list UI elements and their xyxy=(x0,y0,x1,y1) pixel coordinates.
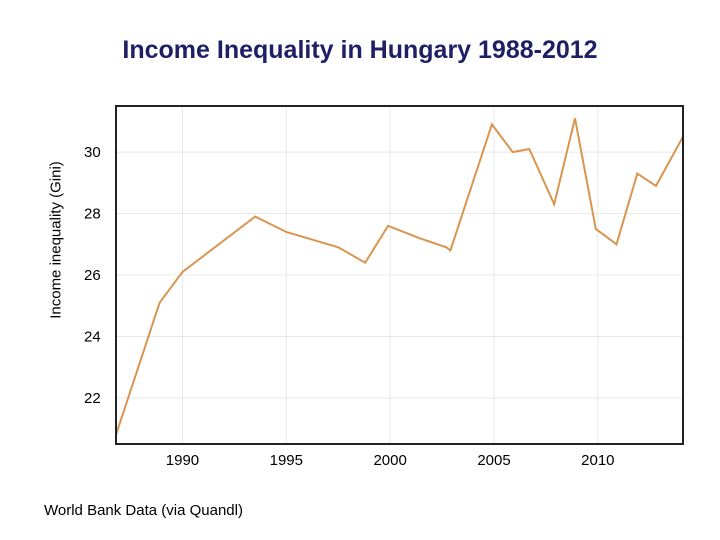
x-tick-label: 2005 xyxy=(477,452,510,469)
chart-title: Income Inequality in Hungary 1988-2012 xyxy=(122,36,598,64)
x-tick-label: 2000 xyxy=(373,452,406,469)
x-tick-label: 1995 xyxy=(270,452,303,469)
source-note: World Bank Data (via Quandl) xyxy=(44,502,243,519)
y-tick-labels: 22 24 26 28 30 xyxy=(84,144,101,407)
plot-frame xyxy=(115,105,684,445)
series-line xyxy=(116,118,683,436)
y-tick-label: 24 xyxy=(84,328,101,345)
x-tick-label: 1990 xyxy=(166,452,199,469)
y-tick-label: 26 xyxy=(84,267,101,284)
x-tick-label: 2010 xyxy=(581,452,614,469)
x-tick-labels: 1990 1995 2000 2005 2010 xyxy=(166,452,615,469)
gridlines xyxy=(116,106,683,444)
y-tick-label: 30 xyxy=(84,144,101,161)
y-tick-label: 22 xyxy=(84,390,101,407)
y-tick-label: 28 xyxy=(84,206,101,223)
